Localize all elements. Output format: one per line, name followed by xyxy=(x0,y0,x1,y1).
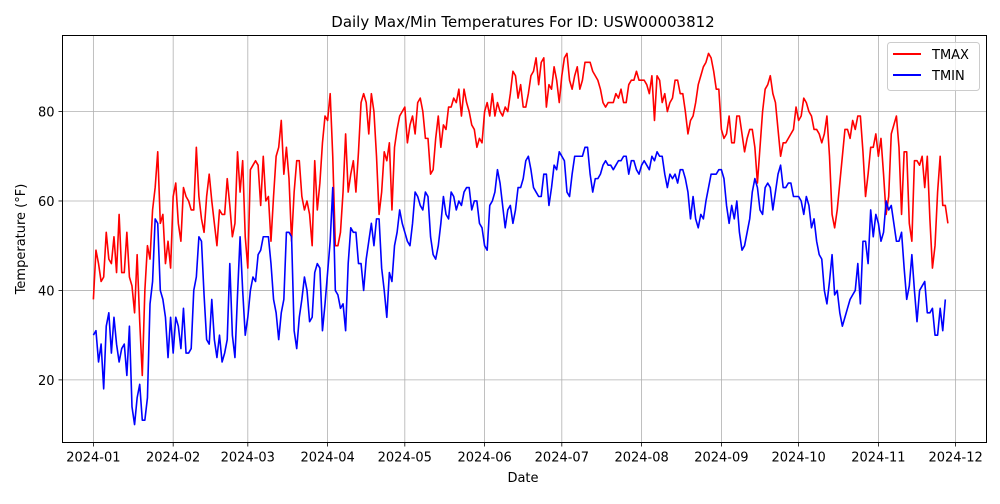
series-line-tmax xyxy=(92,52,949,377)
y-tick-label: 40 xyxy=(38,284,55,299)
x-tick-label: 2024-08 xyxy=(614,451,668,466)
x-tick-label: 2024-04 xyxy=(300,451,354,466)
legend-label-tmax: TMAX xyxy=(931,48,969,63)
y-tick-label: 20 xyxy=(38,374,55,389)
x-tick-label: 2024-09 xyxy=(694,451,748,466)
x-tick-label: 2024-05 xyxy=(378,451,432,466)
legend: TMAX TMIN xyxy=(887,42,980,91)
x-tick-label: 2024-02 xyxy=(146,451,200,466)
axes-frame xyxy=(62,35,987,443)
y-tick-label: 80 xyxy=(38,106,55,121)
grid xyxy=(62,35,987,443)
x-tick-label: 2024-07 xyxy=(535,451,589,466)
axis-ticks: 2024-01 2024-02 2024-03 2024-04 2024-05 2024-… xyxy=(38,106,983,466)
x-tick-label: 2024-11 xyxy=(851,451,905,466)
chart-title: Daily Max/Min Temperatures For ID: USW00… xyxy=(331,13,714,31)
x-tick-label: 2024-03 xyxy=(221,451,275,466)
x-axis-label: Date xyxy=(507,471,538,486)
x-tick-label: 2024-01 xyxy=(66,451,120,466)
x-tick-label: 2024-12 xyxy=(928,451,982,466)
x-tick-label: 2024-06 xyxy=(457,451,511,466)
y-tick-label: 60 xyxy=(38,195,55,210)
y-axis-label: Temperature (°F) xyxy=(14,184,29,296)
x-tick-label: 2024-10 xyxy=(771,451,825,466)
series-line-tmin xyxy=(92,146,947,426)
series-lines xyxy=(92,52,949,426)
legend-label-tmin: TMIN xyxy=(931,69,965,84)
